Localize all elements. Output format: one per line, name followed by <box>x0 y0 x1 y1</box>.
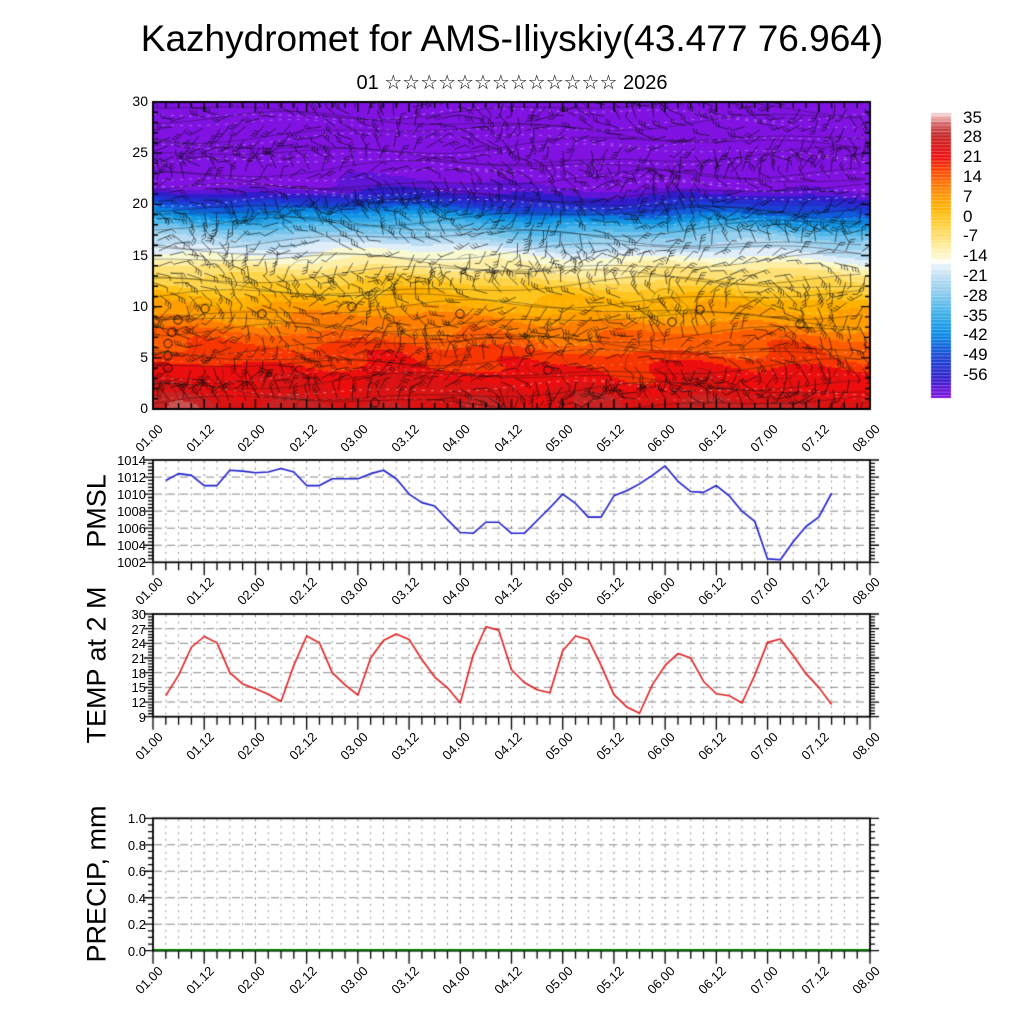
upper-y-tick-label: 20 <box>132 195 148 212</box>
temp-y-tick-label: 24 <box>131 636 146 652</box>
upper-y-tick-label: 10 <box>132 297 148 314</box>
upper-y-tick-label: 30 <box>132 93 148 109</box>
page-title: Kazhydromet for AMS-Iliyskiy(43.477 76.9… <box>140 18 884 59</box>
colorbar-tick-label: -7 <box>963 226 979 246</box>
colorbar-tick-label: -21 <box>963 265 988 285</box>
colorbar-tick-label: -42 <box>963 325 988 345</box>
precip-y-tick-label: 0.2 <box>127 917 146 933</box>
pmsl-y-tick-label: 1012 <box>117 470 146 486</box>
pmsl-y-tick-label: 1006 <box>117 521 146 537</box>
upper-y-tick-label: 0 <box>140 400 148 416</box>
precip-y-tick-label: 0.0 <box>127 943 146 959</box>
colorbar-tick-label: 35 <box>963 107 982 127</box>
precip-y-tick-label: 0.4 <box>127 890 146 906</box>
upper-y-tick-label: 5 <box>140 348 148 365</box>
pmsl-y-tick-label: 1008 <box>117 504 146 520</box>
temp-y-tick-label: 9 <box>138 709 146 725</box>
temp-y-tick-label: 18 <box>131 665 146 681</box>
colorbar-tick-label: -35 <box>963 305 988 325</box>
colorbar-tick-label: -56 <box>963 364 988 384</box>
precip-y-tick-label: 0.6 <box>127 864 146 880</box>
colorbar-tick-label: 0 <box>963 206 973 226</box>
forecast-date-subtitle: 01 ☆☆☆☆☆☆☆☆☆☆☆☆☆ 2026 <box>356 72 668 94</box>
colorbar-tick-label: 28 <box>963 127 982 147</box>
pmsl-y-tick-label: 1010 <box>117 487 146 503</box>
precip-y-tick-label: 0.8 <box>127 837 146 853</box>
temp-y-tick-label: 15 <box>131 680 146 696</box>
colorbar-tick-label: -49 <box>963 345 988 365</box>
upper-y-tick-label: 15 <box>132 246 148 263</box>
pmsl-y-tick-label: 1002 <box>117 555 146 571</box>
precip-y-tick-label: 1.0 <box>127 811 146 827</box>
temp-y-tick-label: 27 <box>131 621 146 637</box>
temp-y-tick-label: 21 <box>131 651 146 666</box>
colorbar-tick-label: 21 <box>963 147 982 167</box>
pmsl-y-tick-label: 1014 <box>117 453 146 468</box>
colorbar-tick-label: -14 <box>963 246 988 266</box>
colorbar-tick-label: 7 <box>963 186 973 206</box>
upper-y-tick-label: 25 <box>132 144 148 161</box>
precip-axis-title: PRECIP, mm <box>81 805 112 963</box>
colorbar-tick-label: -28 <box>963 285 988 305</box>
temp-y-tick-label: 30 <box>131 607 146 622</box>
colorbar-tick-label: 14 <box>963 166 982 186</box>
pmsl-y-tick-label: 1004 <box>117 538 146 554</box>
temp-y-tick-label: 12 <box>131 695 146 711</box>
